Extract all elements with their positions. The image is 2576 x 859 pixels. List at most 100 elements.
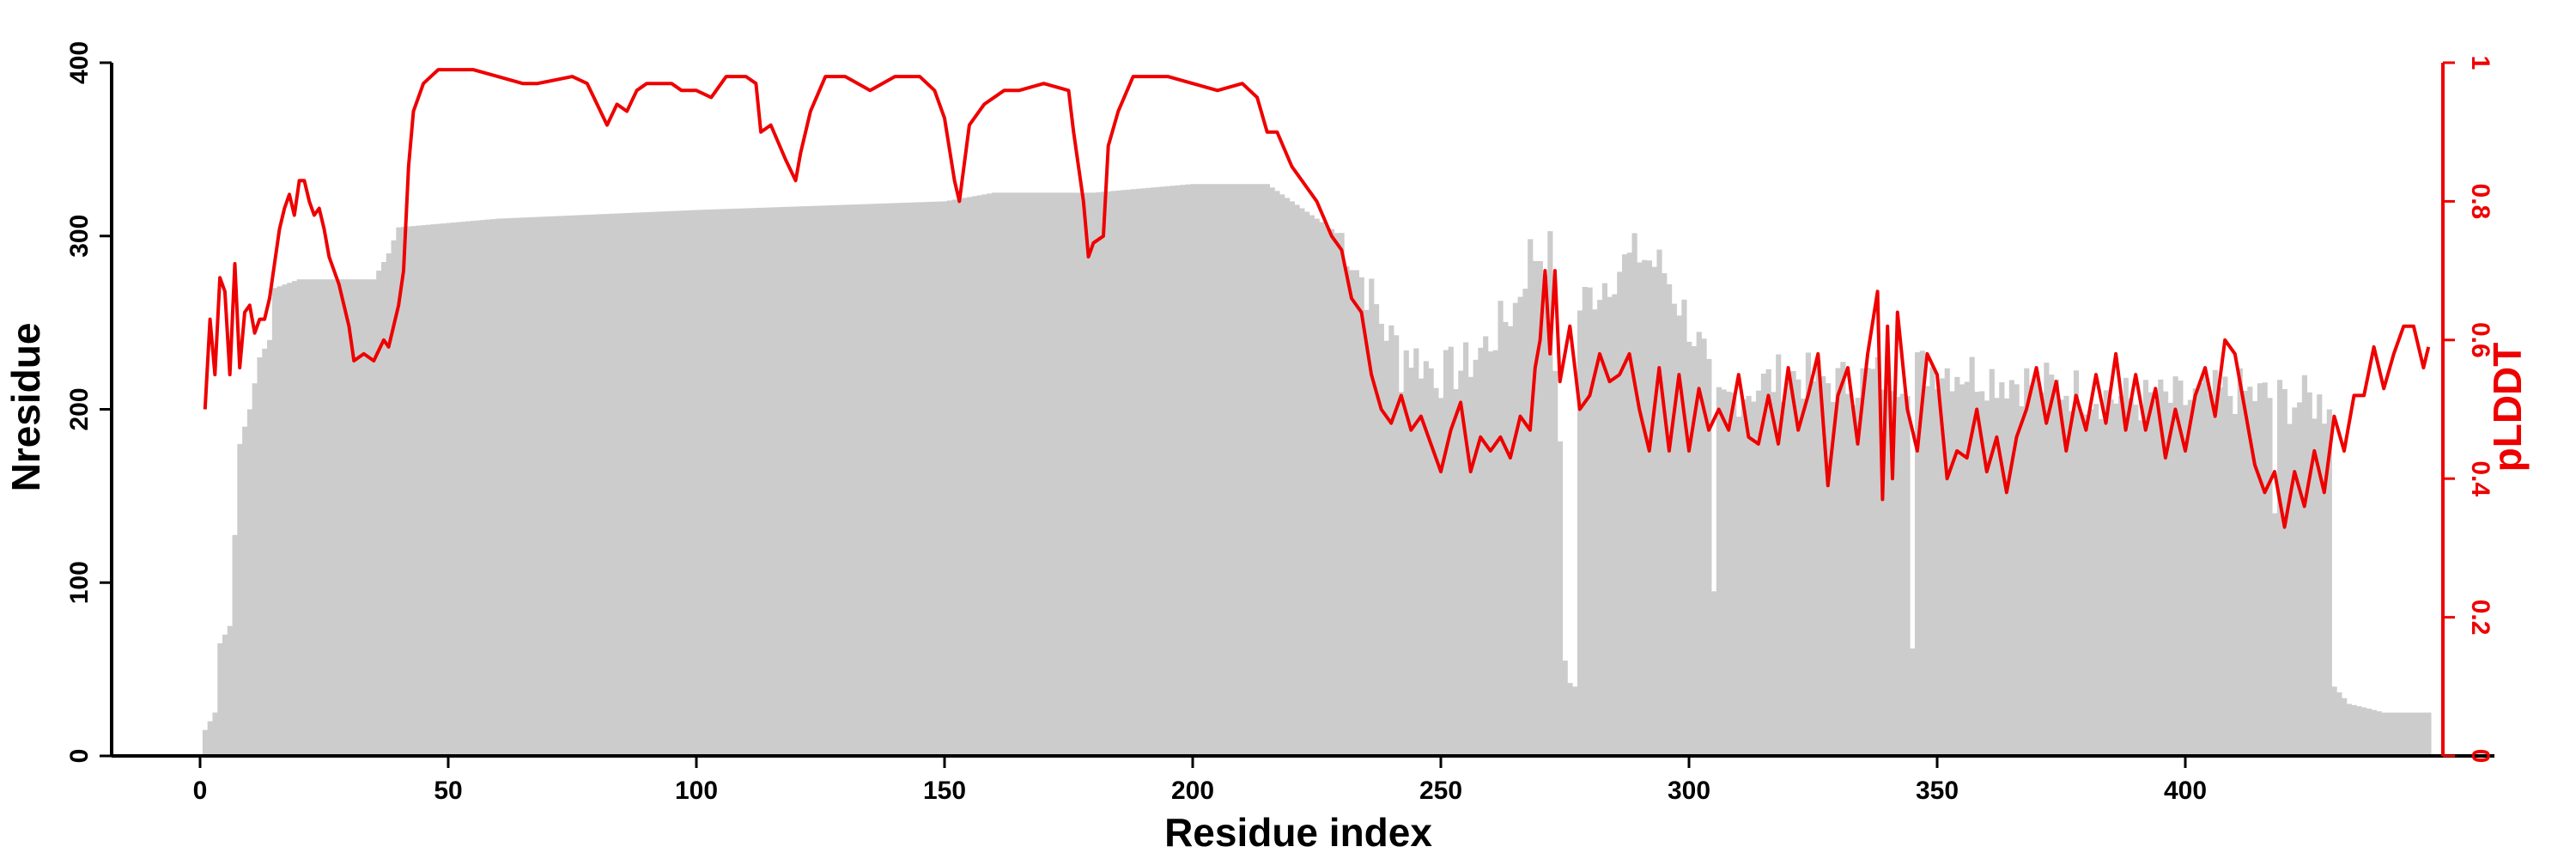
nresidue-bar	[1388, 325, 1394, 756]
nresidue-bar	[2212, 369, 2218, 756]
nresidue-bar	[2172, 376, 2178, 756]
nresidue-bar	[917, 202, 923, 756]
nresidue-bar	[1324, 225, 1330, 756]
nresidue-bar	[2381, 712, 2387, 756]
right-y-tick-label: 1	[2466, 56, 2494, 70]
nresidue-bar	[723, 209, 729, 756]
nresidue-bar	[2272, 513, 2278, 756]
nresidue-bar	[1587, 287, 1593, 756]
nresidue-bar	[1473, 359, 1479, 756]
nresidue-bar	[1503, 321, 1509, 756]
nresidue-bar	[539, 216, 546, 756]
nresidue-bar	[2183, 405, 2189, 756]
nresidue-bar	[560, 216, 566, 757]
nresidue-bar	[2162, 391, 2169, 756]
nresidue-bar	[555, 216, 561, 757]
nresidue-bar	[853, 204, 859, 756]
nresidue-bar	[1036, 192, 1042, 756]
nresidue-bar	[1110, 191, 1116, 757]
nresidue-bar	[574, 215, 580, 757]
nresidue-bar	[798, 206, 804, 756]
right-y-tick-label: 0.4	[2466, 460, 2494, 497]
nresidue-bar	[2088, 409, 2094, 756]
nresidue-bar	[564, 216, 571, 757]
nresidue-bar	[1869, 369, 1876, 756]
nresidue-bar	[1691, 345, 1698, 756]
nresidue-bar	[2217, 387, 2223, 756]
nresidue-bar	[976, 195, 982, 757]
nresidue-bar	[1760, 373, 1766, 756]
nresidue-bar	[222, 634, 228, 756]
nresidue-bar	[460, 222, 466, 756]
nresidue-bar	[2267, 398, 2273, 756]
nresidue-bar	[421, 225, 427, 756]
nresidue-bar	[1532, 260, 1539, 756]
nresidue-bar	[1771, 392, 1777, 756]
nresidue-bar	[510, 217, 516, 756]
nresidue-bar	[1914, 352, 1921, 756]
nresidue-bar	[446, 222, 452, 756]
nresidue-bar	[698, 210, 705, 757]
nresidue-bar	[2024, 368, 2030, 756]
nresidue-bar	[887, 203, 893, 756]
nresidue-bar	[1751, 401, 1757, 756]
nresidue-bar	[2301, 375, 2308, 756]
nresidue-bar	[401, 227, 407, 756]
nresidue-bar	[465, 221, 471, 757]
nresidue-bar	[867, 204, 873, 756]
nresidue-bar	[1741, 399, 1747, 756]
right-y-tick-label: 0.2	[2466, 600, 2494, 636]
x-axis-title: Residue index	[1164, 810, 1432, 855]
nresidue-bar	[1735, 417, 1742, 756]
nresidue-bar	[2117, 395, 2124, 756]
nresidue-bar	[921, 202, 928, 756]
nresidue-bar	[689, 210, 695, 757]
nresidue-bar	[1394, 335, 1400, 756]
nresidue-bar	[1959, 384, 1965, 756]
nresidue-bar	[2426, 712, 2432, 756]
nresidue-bar	[683, 210, 690, 757]
nresidue-bar	[2331, 686, 2337, 756]
nresidue-bar	[1974, 392, 1980, 756]
nresidue-bar	[505, 218, 511, 756]
nresidue-bar	[2167, 402, 2173, 756]
nresidue-bar	[257, 356, 263, 756]
nresidue-bar	[957, 198, 963, 756]
nresidue-bar	[768, 207, 774, 756]
nresidue-bar	[629, 212, 635, 756]
nresidue-bar	[951, 199, 957, 756]
nresidue-bar	[1001, 192, 1007, 756]
x-tick-label: 100	[675, 777, 718, 805]
nresidue-bar	[897, 203, 903, 757]
nresidue-bar	[862, 204, 868, 756]
nresidue-bar	[728, 209, 734, 756]
nresidue-bar	[2237, 368, 2243, 756]
nresidue-bar	[1562, 661, 1568, 756]
nresidue-bar	[2049, 375, 2055, 756]
nresidue-bar	[1260, 184, 1266, 757]
nresidue-bar	[1924, 386, 1930, 756]
nresidue-bar	[1115, 190, 1121, 757]
nresidue-bar	[803, 206, 809, 757]
nresidue-bar	[848, 204, 854, 757]
nresidue-bar	[1433, 387, 1439, 756]
nresidue-bar	[673, 210, 680, 756]
nresidue-bar	[932, 201, 938, 757]
nresidue-bar	[946, 200, 953, 756]
nresidue-bar	[2321, 423, 2328, 756]
nresidue-bar	[1101, 192, 1107, 757]
nresidue-bar	[1190, 184, 1196, 757]
nresidue-bar	[1016, 192, 1022, 756]
nresidue-bar	[1567, 683, 1573, 756]
nresidue-bar	[1224, 184, 1230, 757]
nresidue-bar	[1071, 192, 1077, 756]
nresidue-bar	[1006, 192, 1012, 756]
nresidue-bar	[1706, 358, 1712, 756]
nresidue-bar	[2033, 370, 2039, 756]
nresidue-bar	[237, 443, 243, 756]
nresidue-bar	[1820, 375, 1826, 756]
nresidue-bar	[1642, 259, 1648, 756]
nresidue-bar	[1731, 393, 1737, 756]
nresidue-bar	[1686, 341, 1692, 756]
